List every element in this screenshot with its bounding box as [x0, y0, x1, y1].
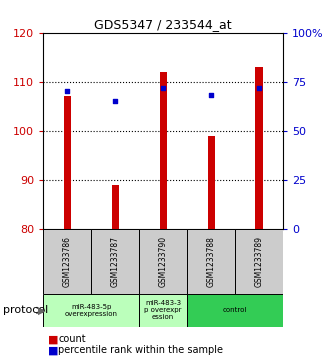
FancyBboxPatch shape — [91, 229, 139, 294]
Point — [113, 98, 118, 104]
FancyBboxPatch shape — [235, 229, 283, 294]
Text: ■: ■ — [48, 334, 59, 344]
Point — [161, 85, 166, 90]
Text: GSM1233790: GSM1233790 — [159, 236, 168, 287]
FancyBboxPatch shape — [43, 229, 91, 294]
Point — [208, 93, 214, 98]
Title: GDS5347 / 233544_at: GDS5347 / 233544_at — [94, 19, 232, 32]
Bar — [112, 184, 119, 229]
Text: ▶: ▶ — [38, 305, 46, 315]
FancyBboxPatch shape — [187, 229, 235, 294]
Text: GSM1233786: GSM1233786 — [63, 236, 72, 287]
Text: protocol: protocol — [3, 305, 49, 315]
Bar — [160, 72, 167, 229]
Text: miR-483-3
p overexpr
ession: miR-483-3 p overexpr ession — [145, 300, 182, 321]
Text: ■: ■ — [48, 345, 59, 355]
Point — [65, 89, 70, 94]
Text: percentile rank within the sample: percentile rank within the sample — [58, 345, 223, 355]
Bar — [255, 67, 263, 229]
FancyBboxPatch shape — [139, 294, 187, 327]
Text: count: count — [58, 334, 86, 344]
Text: GSM1233788: GSM1233788 — [206, 236, 216, 287]
Text: GSM1233787: GSM1233787 — [111, 236, 120, 287]
FancyBboxPatch shape — [139, 229, 187, 294]
Text: GSM1233789: GSM1233789 — [254, 236, 264, 287]
FancyBboxPatch shape — [43, 294, 139, 327]
Text: control: control — [223, 307, 247, 313]
Point — [256, 85, 262, 90]
FancyBboxPatch shape — [187, 294, 283, 327]
Bar — [207, 135, 215, 229]
Bar — [64, 96, 71, 229]
Text: miR-483-5p
overexpression: miR-483-5p overexpression — [65, 304, 118, 317]
